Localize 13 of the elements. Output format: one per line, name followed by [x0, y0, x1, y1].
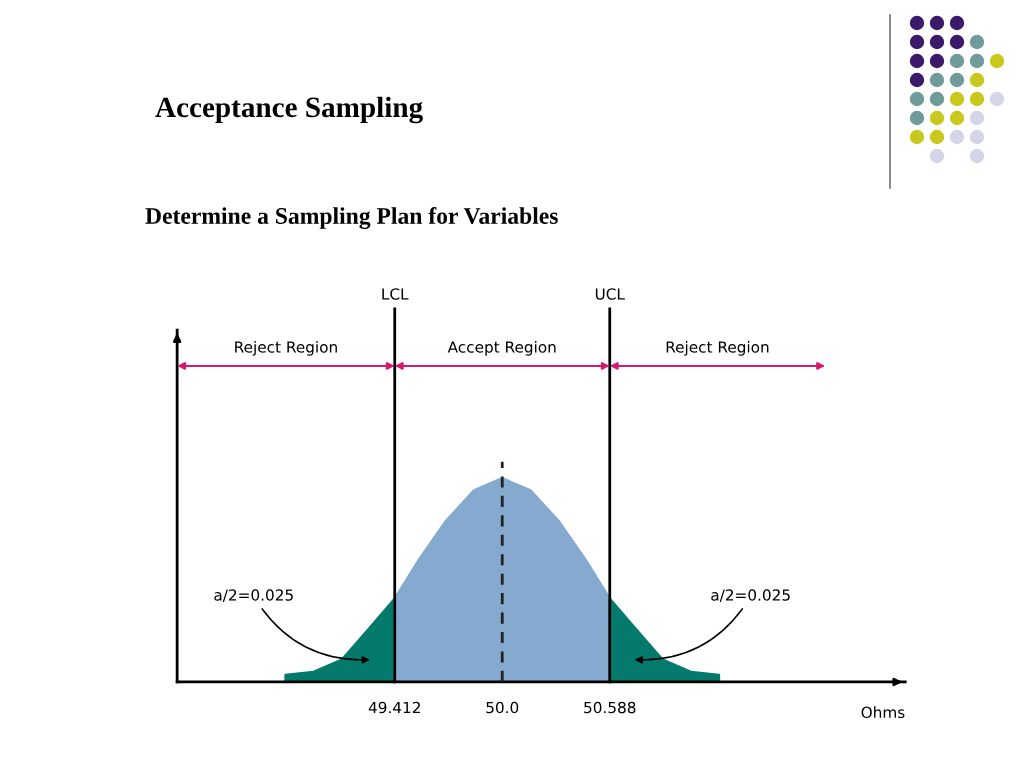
- x-tick-label: 50.588: [584, 701, 636, 714]
- annotation: a/2=0.025: [214, 589, 293, 602]
- chart-title: Acceptance Sampling: [155, 96, 423, 124]
- annotation: a/2=0.025: [711, 589, 790, 602]
- ref-line-label: LCL: [382, 288, 409, 300]
- x-tick-label: 50.0: [486, 701, 519, 714]
- text: Reject Region: [235, 340, 337, 356]
- text: Accept Region: [447, 340, 556, 356]
- x-axis-title: Ohms: [861, 706, 905, 719]
- x-tick-label: 49.412: [368, 701, 420, 714]
- chart-subtitle: Determine a Sampling Plan for Variables: [145, 207, 558, 229]
- ref-line-label: UCL: [595, 288, 625, 300]
- text: Reject Region: [666, 340, 769, 356]
